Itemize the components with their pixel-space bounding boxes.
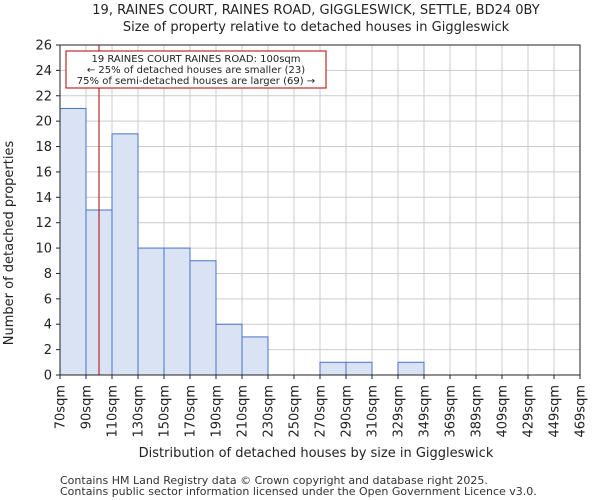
annotation-line3: 75% of semi-detached houses are larger (… xyxy=(77,76,315,87)
plot-frame xyxy=(59,44,581,376)
bar-329sqm xyxy=(397,361,425,376)
x-tick-label-190sqm: 190sqm xyxy=(210,385,225,438)
y-tick-label-2: 2 xyxy=(44,343,52,358)
x-tick-label-270sqm: 270sqm xyxy=(314,385,329,438)
y-axis-label: Number of detached properties xyxy=(2,141,17,346)
x-tick-label-469sqm: 469sqm xyxy=(574,385,589,438)
annotation-line2: ← 25% of detached houses are smaller (23… xyxy=(87,65,305,76)
x-tick-label-110sqm: 110sqm xyxy=(106,385,121,438)
x-tick-label-290sqm: 290sqm xyxy=(340,385,355,438)
bar-70sqm xyxy=(59,107,87,376)
bar-170sqm xyxy=(189,260,217,376)
y-tick-label-4: 4 xyxy=(44,318,52,333)
annotation-line1: 19 RAINES COURT RAINES ROAD: 100sqm xyxy=(91,54,300,65)
y-tick-label-20: 20 xyxy=(35,115,52,130)
chart-title-line1: 19, RAINES COURT, RAINES ROAD, GIGGLESWI… xyxy=(92,3,539,18)
x-tick-label-310sqm: 310sqm xyxy=(366,385,381,438)
x-tick-label-170sqm: 170sqm xyxy=(184,385,199,438)
x-tick-label-250sqm: 250sqm xyxy=(288,385,303,438)
footer-line2: Contains public sector information licen… xyxy=(60,485,537,498)
y-tick-label-10: 10 xyxy=(35,242,52,257)
bar-190sqm xyxy=(215,323,243,376)
annotation-box: 19 RAINES COURT RAINES ROAD: 100sqm ← 25… xyxy=(65,50,327,89)
y-tick-label-6: 6 xyxy=(44,292,52,307)
x-tick-label-130sqm: 130sqm xyxy=(132,385,147,438)
x-tick-label-389sqm: 389sqm xyxy=(470,385,485,438)
y-tick-label-18: 18 xyxy=(35,140,52,155)
x-tick-label-449sqm: 449sqm xyxy=(548,385,563,438)
y-tick-label-22: 22 xyxy=(35,89,52,104)
footer-line1: Contains HM Land Registry data © Crown c… xyxy=(60,474,488,487)
x-tick-label-230sqm: 230sqm xyxy=(262,385,277,438)
y-tick-label-12: 12 xyxy=(35,216,52,231)
y-tick-label-0: 0 xyxy=(44,369,52,384)
x-axis-ticks: 70sqm 90sqm 110sqm 130sqm 150sqm 170sqm 190sqm… xyxy=(54,375,589,438)
y-tick-label-26: 26 xyxy=(35,39,52,54)
bar-130sqm xyxy=(137,247,165,376)
bar-290sqm xyxy=(345,361,373,376)
y-tick-label-24: 24 xyxy=(35,64,52,79)
x-tick-label-429sqm: 429sqm xyxy=(522,385,537,438)
bar-210sqm xyxy=(241,336,269,376)
x-tick-label-329sqm: 329sqm xyxy=(392,385,407,438)
annotation-border xyxy=(65,50,327,89)
x-tick-label-369sqm: 369sqm xyxy=(444,385,459,438)
x-tick-label-150sqm: 150sqm xyxy=(158,385,173,438)
x-tick-label-90sqm: 90sqm xyxy=(80,385,95,429)
x-tick-label-70sqm: 70sqm xyxy=(54,385,69,429)
bar-110sqm xyxy=(111,133,139,376)
y-tick-label-16: 16 xyxy=(35,165,52,180)
x-axis-label: Distribution of detached houses by size … xyxy=(139,446,494,461)
y-tick-label-14: 14 xyxy=(35,191,52,206)
bar-150sqm xyxy=(163,247,191,376)
x-tick-label-349sqm: 349sqm xyxy=(418,385,433,438)
x-tick-label-409sqm: 409sqm xyxy=(496,385,511,438)
chart-title-line2: Size of property relative to detached ho… xyxy=(123,20,510,35)
y-tick-label-8: 8 xyxy=(44,267,52,282)
x-tick-label-210sqm: 210sqm xyxy=(236,385,251,438)
bar-270sqm xyxy=(319,361,347,376)
